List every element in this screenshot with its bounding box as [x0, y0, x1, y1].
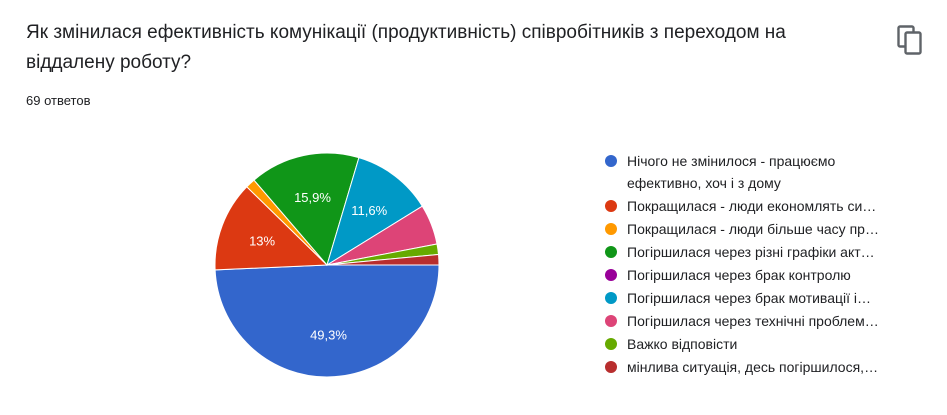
chart-legend: Нічого не змінилося - працюємо ефективно…	[603, 150, 903, 379]
legend-color-dot	[605, 155, 617, 167]
legend-item[interactable]: Покращилася - люди більше часу пр…	[603, 218, 903, 240]
question-title: Як змінилася ефективність комунікації (п…	[26, 22, 786, 73]
copy-chart-button[interactable]	[893, 22, 927, 58]
slice-label: 11,6%	[351, 203, 387, 218]
legend-color-dot	[605, 200, 617, 212]
copy-icon	[897, 25, 922, 55]
legend-color-dot	[605, 338, 617, 350]
slice-label: 49,3%	[310, 327, 347, 342]
pie-slice[interactable]	[214, 264, 440, 378]
legend-label: Покращилася - люди більше часу пр…	[627, 221, 879, 237]
legend-item[interactable]: Погіршилася через брак мотивації і…	[603, 287, 903, 309]
legend-color-dot	[605, 361, 617, 373]
legend-label: Нічого не змінилося - працюємо ефективно…	[627, 153, 836, 191]
legend-item[interactable]: Погіршилася через брак контролю	[603, 264, 903, 286]
legend-label: Покращилася - люди економлять си…	[627, 198, 877, 214]
legend-label: Погіршилася через брак мотивації і…	[627, 290, 872, 306]
legend-label: Погіршилася через брак контролю	[627, 267, 851, 283]
legend-item[interactable]: Погіршилася через різні графіки акт…	[603, 241, 903, 263]
pie-slice[interactable]	[326, 157, 423, 267]
pie-slice[interactable]	[214, 186, 329, 271]
pie-chart: 49,3% 13% 15,9% 11,6%	[214, 152, 440, 378]
legend-label: Погіршилася через технічні проблем…	[627, 313, 879, 329]
pie-slice[interactable]	[326, 253, 440, 266]
legend-color-dot	[605, 223, 617, 235]
legend-label: мінлива ситуація, десь погіршилося,…	[627, 359, 879, 375]
legend-item[interactable]: Погіршилася через технічні проблем…	[603, 310, 903, 332]
legend-color-dot	[605, 315, 617, 327]
slice-label: 15,9%	[294, 190, 331, 205]
legend-color-dot	[605, 246, 617, 258]
legend-color-dot	[605, 292, 617, 304]
slice-label: 13%	[249, 233, 275, 248]
legend-label: Важко відповісти	[627, 336, 738, 352]
legend-color-dot	[605, 269, 617, 281]
legend-item[interactable]: Нічого не змінилося - працюємо ефективно…	[603, 150, 903, 194]
pie-slice[interactable]	[253, 152, 360, 267]
legend-label: Погіршилася через різні графіки акт…	[627, 244, 875, 260]
response-count: 69 ответов	[26, 93, 91, 108]
legend-item[interactable]: мінлива ситуація, десь погіршилося,…	[603, 356, 903, 378]
legend-item[interactable]: Покращилася - люди економлять си…	[603, 195, 903, 217]
legend-item[interactable]: Важко відповісти	[603, 333, 903, 355]
